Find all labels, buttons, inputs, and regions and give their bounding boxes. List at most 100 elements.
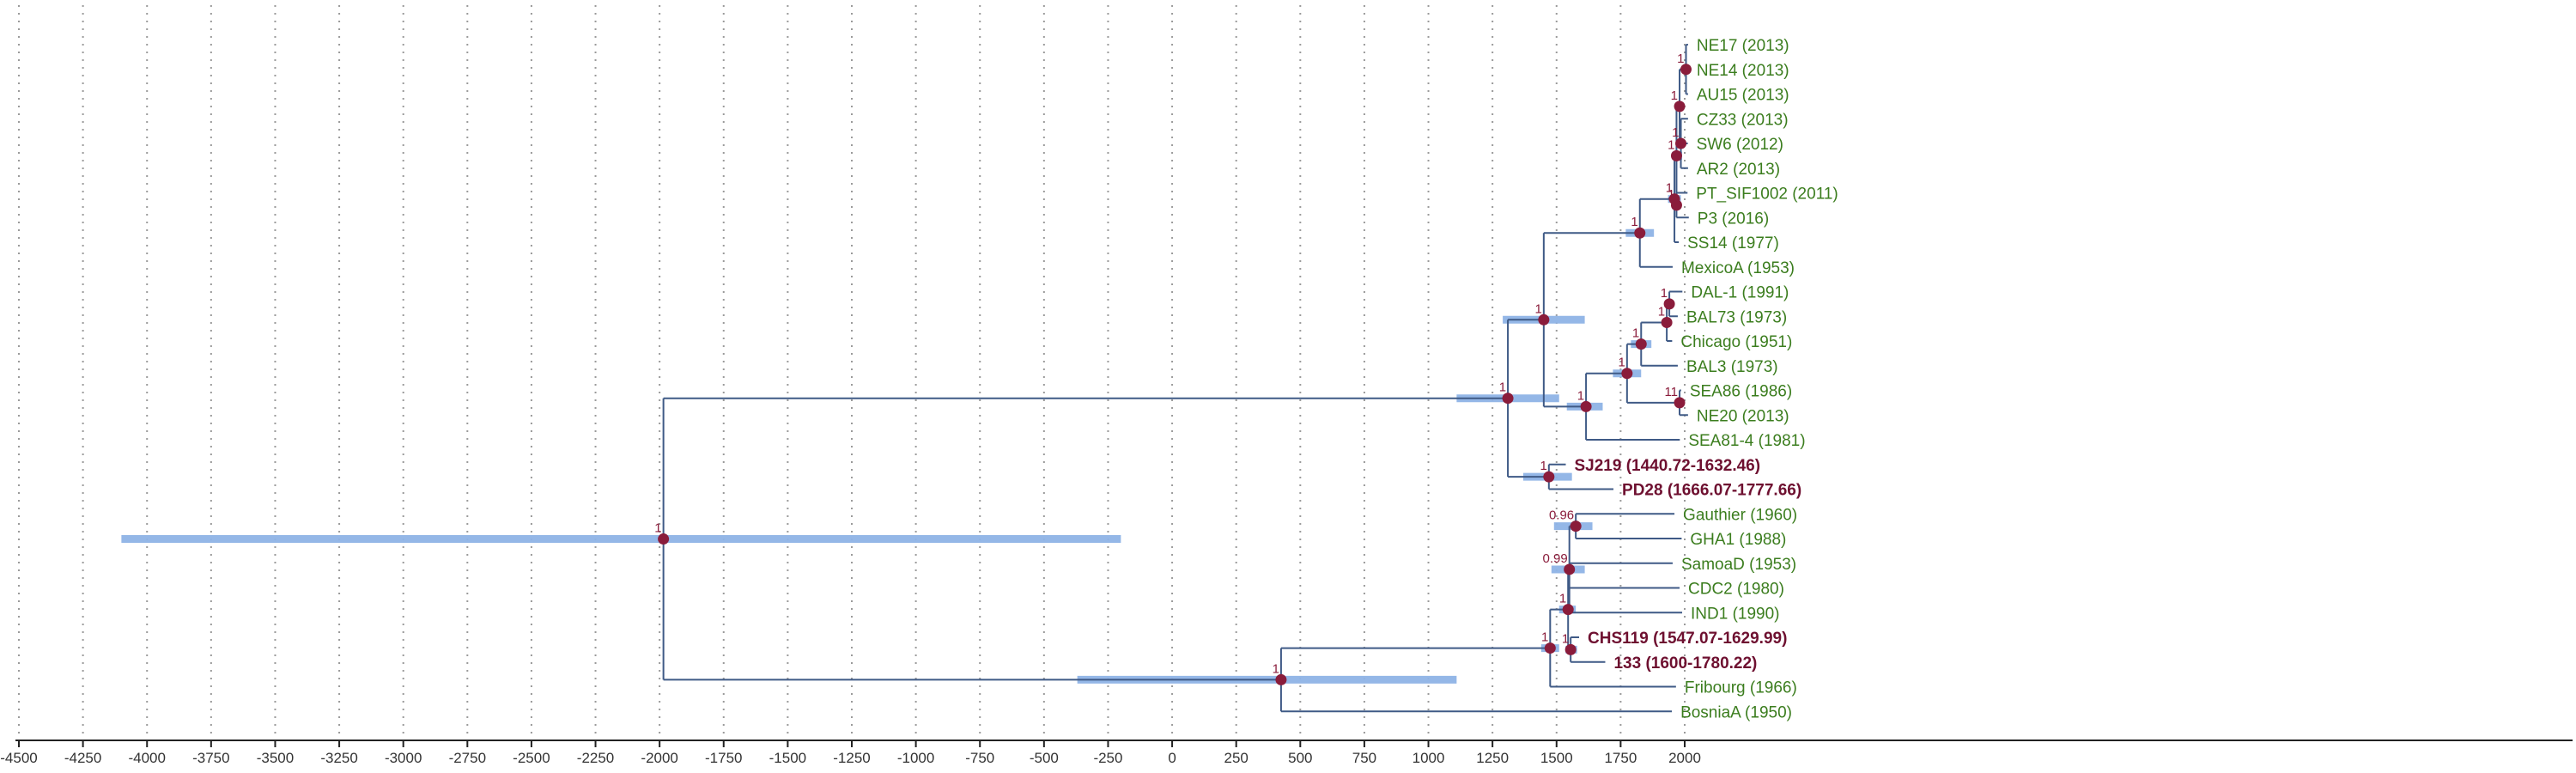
support-label: 1 — [1619, 356, 1625, 370]
tip-label: Chicago (1951) — [1680, 333, 1792, 351]
tip-label: MexicoA (1953) — [1681, 259, 1795, 277]
tip-label: CHS119 (1547.07-1629.99) — [1588, 630, 1787, 648]
node-marker — [1275, 673, 1287, 685]
tip-label: NE20 (2013) — [1697, 407, 1789, 425]
tip-label: AR2 (2013) — [1697, 161, 1780, 179]
tip-label: SEA86 (1986) — [1690, 383, 1792, 401]
tip-label: Fribourg (1966) — [1685, 679, 1797, 697]
support-label: 1 — [1577, 388, 1584, 403]
axis-tick-label: -1750 — [705, 750, 742, 766]
axis-tick-label: 500 — [1288, 750, 1312, 766]
support-label: 1 — [1658, 304, 1665, 319]
axis-tick-label: -4000 — [128, 750, 165, 766]
tip-label: IND1 (1990) — [1691, 605, 1780, 623]
node-marker — [1580, 400, 1592, 412]
tree-branches — [662, 44, 1689, 713]
axis-tick-label: 1500 — [1540, 750, 1573, 766]
axis-tick-label: 250 — [1224, 750, 1249, 766]
axis-tick-label: 2000 — [1668, 750, 1701, 766]
axis-tick-label: 0 — [1168, 750, 1176, 766]
support-label: 1 — [1677, 52, 1684, 66]
support-label: 1 — [1671, 88, 1678, 103]
node-marker — [1543, 471, 1555, 483]
tip-labels: NE17 (2013) NE14 (2013) AU15 (2013) CZ33 (2… — [1575, 37, 1838, 721]
tip-label: SJ219 (1440.72-1632.46) — [1575, 457, 1761, 475]
axis-tick-label: -3500 — [257, 750, 294, 766]
node-marker — [1562, 604, 1574, 616]
axis-tick-label: -750 — [965, 750, 994, 766]
tip-label: BAL3 (1973) — [1686, 358, 1778, 376]
support-label: 1 — [1661, 286, 1668, 301]
tip-label: SS14 (1977) — [1687, 234, 1779, 253]
tip-label: PT_SIF1002 (2011) — [1696, 186, 1838, 204]
tip-label: BAL73 (1973) — [1686, 308, 1787, 326]
support-label: 1 — [1666, 181, 1673, 196]
axis-tick-label: -2250 — [577, 750, 614, 766]
node-marker — [1670, 199, 1682, 211]
support-label: 1 — [1541, 630, 1548, 645]
tip-label: CZ33 (2013) — [1697, 111, 1789, 129]
node-marker — [1538, 313, 1550, 326]
tip-label: AU15 (2013) — [1697, 87, 1789, 105]
node-marker — [658, 533, 670, 545]
support-label: 1 — [1562, 631, 1569, 646]
tip-label: CDC2 (1980) — [1688, 581, 1784, 599]
axis-tick-label: -1250 — [833, 750, 870, 766]
node-marker — [1635, 338, 1647, 350]
time-grid — [18, 5, 1686, 739]
tip-label: P3 (2016) — [1698, 210, 1769, 228]
axis-tick-label: -4500 — [0, 750, 37, 766]
node-marker — [1544, 642, 1556, 654]
tip-label: Gauthier (1960) — [1683, 506, 1797, 524]
axis-tick-label: -3750 — [192, 750, 229, 766]
node-marker — [1674, 100, 1686, 113]
axis-tick-label: 1250 — [1476, 750, 1509, 766]
support-label: 1 — [1672, 125, 1679, 140]
axis-tick-label: 750 — [1352, 750, 1376, 766]
axis-tick-label: -2750 — [449, 750, 486, 766]
node-marker — [1564, 643, 1577, 655]
support-label: 1 — [1540, 459, 1546, 473]
support-label: 1 — [1632, 326, 1639, 341]
tip-label: BosniaA (1950) — [1680, 703, 1792, 721]
node-marker — [1570, 520, 1582, 533]
axis-tick-label: -1000 — [897, 750, 934, 766]
support-label: 1 — [1499, 380, 1506, 395]
support-label: 1 — [1559, 592, 1566, 606]
axis-tick-label: -1500 — [769, 750, 806, 766]
axis-tick-label: -3250 — [320, 750, 357, 766]
support-label: 0.99 — [1542, 551, 1567, 566]
support-label: 1 — [1535, 301, 1542, 316]
axis-tick-label: -3000 — [385, 750, 422, 766]
node-marker — [1621, 368, 1633, 380]
node-marker — [1680, 64, 1692, 76]
tip-label: 133 (1600-1780.22) — [1613, 654, 1757, 673]
tip-label: PD28 (1666.07-1777.66) — [1622, 482, 1801, 500]
axis-tick-label: -2000 — [641, 750, 677, 766]
support-label: 1 — [1668, 187, 1674, 202]
support-label: 1 — [654, 521, 661, 536]
node-marker — [1663, 298, 1675, 310]
axis-tick-label: -250 — [1093, 750, 1122, 766]
axis-tick-label: -500 — [1030, 750, 1059, 766]
tip-label: GHA1 (1988) — [1690, 531, 1786, 549]
time-axis: -4500 -4250 -4000 -3750 -3500 -3250 -3000 -2750… — [0, 740, 2573, 766]
support-label: 11 — [1664, 385, 1678, 399]
axis-tick-label: 1750 — [1604, 750, 1637, 766]
hpd-bars — [121, 65, 1688, 684]
support-label: 0.96 — [1549, 508, 1574, 523]
node-marker — [1661, 316, 1673, 328]
tip-label: SEA81-4 (1981) — [1688, 432, 1805, 450]
tip-label: SW6 (2012) — [1697, 136, 1783, 154]
tip-label: NE17 (2013) — [1697, 37, 1789, 55]
node-marker — [1634, 227, 1646, 239]
node-marker — [1670, 149, 1682, 161]
support-label: 1 — [1273, 661, 1279, 676]
node-marker — [1502, 393, 1514, 405]
axis-tick-label: 1000 — [1413, 750, 1445, 766]
support-label: 1 — [1668, 137, 1674, 152]
node-marker — [1674, 397, 1686, 409]
node-marker — [1675, 137, 1687, 149]
